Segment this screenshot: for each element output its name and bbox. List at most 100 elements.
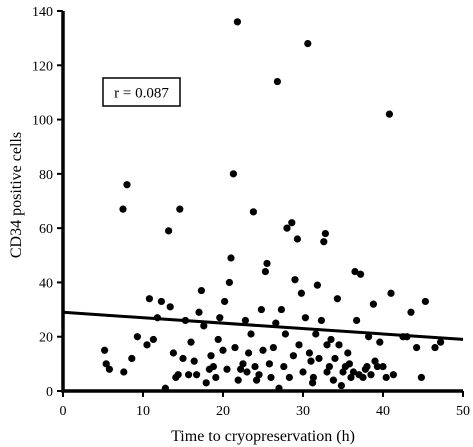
data-point-58 [263,259,271,268]
data-point-85 [317,316,325,325]
data-point-113 [373,362,381,371]
y-axis-ticks: 0 20 40 60 80 100 120 140 [32,5,63,400]
y-tick-label-20: 20 [39,331,53,346]
data-point-87 [321,229,329,238]
x-tick-label-20: 20 [216,404,230,419]
data-point-96 [339,368,347,376]
data-point-124 [417,373,425,382]
data-point-89 [325,362,333,371]
y-tick-label-0: 0 [46,385,53,400]
data-point-83 [313,281,321,289]
y-tick-label-40: 40 [39,276,53,291]
data-point-118 [387,289,395,297]
data-point-33 [212,373,220,382]
data-point-1 [102,360,110,368]
data-point-76 [299,368,307,376]
data-point-35 [216,314,224,322]
data-point-74 [295,341,303,349]
y-tick-label-100: 100 [32,114,53,129]
x-tick-label-30: 30 [296,404,310,419]
data-point-37 [221,297,229,306]
data-point-127 [437,338,445,346]
data-point-25 [193,371,201,379]
data-point-56 [259,346,267,354]
data-point-65 [277,305,285,314]
data-point-44 [234,376,242,384]
data-point-42 [231,343,239,352]
data-point-68 [283,224,291,232]
data-point-2 [105,365,113,373]
data-point-59 [265,360,273,368]
data-point-41 [229,170,237,178]
data-point-112 [371,357,379,365]
data-point-93 [333,295,341,303]
y-axis-title: CD34 positive cells [8,132,25,258]
data-point-78 [304,39,312,48]
data-point-60 [267,373,275,382]
data-point-110 [367,371,375,379]
data-point-91 [329,376,337,384]
data-point-6 [128,354,136,363]
data-point-100 [347,373,355,382]
axes [61,11,463,393]
data-point-111 [369,300,377,308]
data-point-47 [241,316,249,325]
data-points [101,18,445,392]
data-point-67 [281,330,289,338]
data-point-114 [376,338,384,346]
data-point-32 [209,362,217,371]
x-tick-label-50: 50 [456,404,470,419]
data-point-77 [301,314,309,322]
data-point-43 [233,18,241,26]
data-point-54 [255,371,263,379]
data-point-38 [223,365,231,373]
y-tick-label-120: 120 [32,59,53,74]
data-point-57 [261,267,269,276]
y-tick-label-60: 60 [39,222,53,237]
data-point-72 [291,276,299,284]
data-point-86 [320,238,328,246]
data-point-8 [143,341,151,349]
data-point-82 [312,330,320,338]
data-point-12 [157,297,165,306]
data-point-49 [245,349,253,357]
data-point-62 [272,319,280,327]
data-point-117 [385,110,393,118]
data-point-103 [353,316,361,325]
data-point-88 [323,368,331,376]
data-point-7 [133,333,141,341]
data-point-79 [305,349,313,357]
correlation-box [102,77,181,107]
x-tick-label-0: 0 [60,404,67,419]
data-point-36 [219,346,227,354]
data-point-0 [101,346,109,354]
data-point-31 [207,352,215,360]
data-point-15 [166,303,174,311]
correlation-label: r = 0.087 [114,86,169,102]
data-point-71 [289,352,297,360]
data-point-94 [335,341,343,349]
data-point-123 [413,343,421,352]
data-point-39 [225,278,233,287]
data-point-4 [123,181,131,189]
data-point-119 [389,371,397,379]
data-point-55 [257,305,265,314]
data-point-10 [149,335,157,344]
data-point-27 [197,286,205,295]
data-point-46 [239,360,247,368]
x-axis-ticks: 0 10 20 30 40 50 [60,391,470,419]
data-point-81 [309,373,317,382]
data-point-109 [365,333,373,341]
data-point-26 [195,308,203,316]
data-point-19 [174,371,182,379]
data-point-20 [179,354,187,363]
data-point-61 [269,343,277,352]
data-point-116 [382,373,390,382]
data-point-92 [331,354,339,363]
data-point-99 [345,360,353,368]
data-point-16 [169,349,177,357]
x-axis-title: Time to cryopreservation (h) [171,428,355,445]
data-point-102 [351,267,359,276]
data-point-84 [315,354,323,363]
